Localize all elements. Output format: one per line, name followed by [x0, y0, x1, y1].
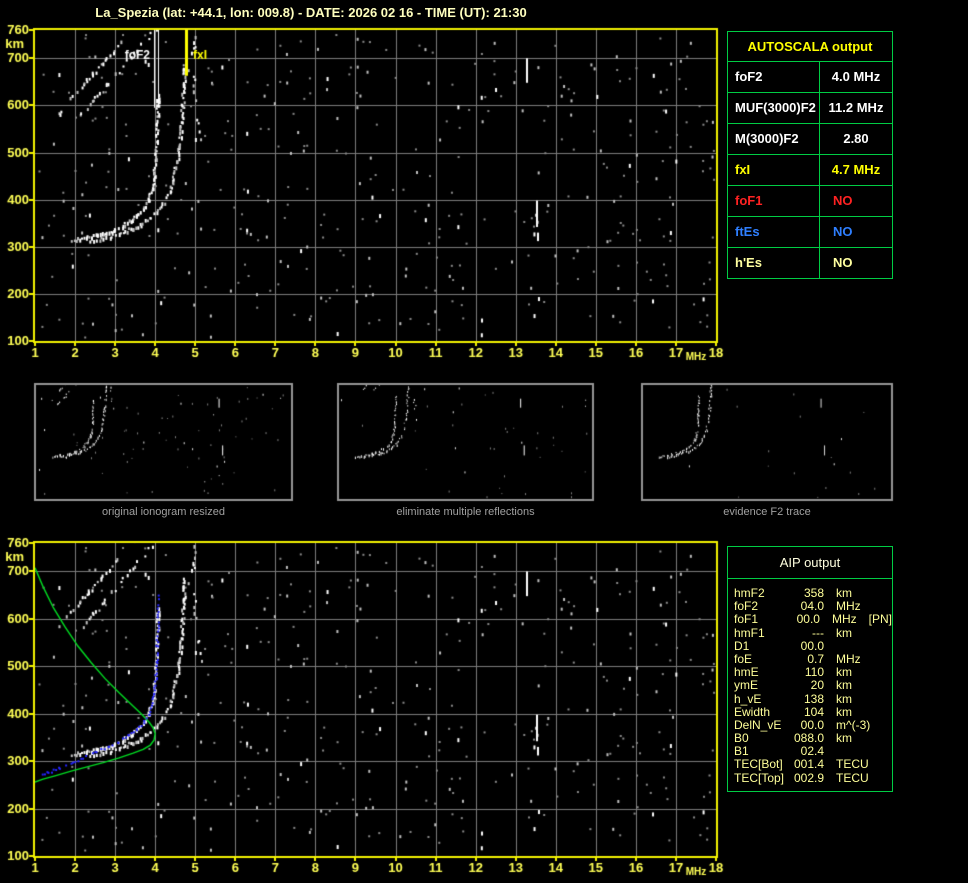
autoscala-table-header: AUTOSCALA output [728, 32, 892, 62]
autoscala-row-value: NO [833, 255, 853, 270]
aip-row-value: 20 [810, 678, 824, 693]
autoscala-row-label: MUF(3000)F2 [728, 93, 820, 123]
autoscala-row-value: 11.2 MHz [828, 100, 884, 115]
aip-row-value: 00.0 [800, 638, 824, 653]
aip-row-unit: MHz [836, 599, 861, 614]
aip-row-label: TEC[Top] [734, 770, 785, 785]
aip-row-label: hmF1 [734, 625, 765, 640]
aip-row-label: DelN_vE [734, 717, 782, 732]
aip-row-value: 358 [803, 586, 824, 600]
autoscala-row: foF1 NO [728, 186, 892, 217]
aip-row: hmF2 358 km [734, 586, 892, 600]
autoscala-row-label: h'Es [728, 248, 820, 278]
thumbnail-caption-evidence: evidence F2 trace [723, 506, 811, 518]
aip-row: D1 00.0 [734, 638, 892, 653]
aip-rows: hmF2 358 km foF2 04.0 MHz foF1 00.0 MHz [PN] hmF1 -… [728, 579, 892, 785]
page-title: La_Spezia (lat: +44.1, lon: 009.8) - DAT… [95, 5, 527, 20]
aip-row: B0 088.0 km [734, 731, 892, 746]
aip-row-unit: km [836, 625, 852, 640]
aip-row-label: foE [734, 651, 753, 666]
aip-row-extra: [PN] [868, 612, 892, 627]
aip-row-value: 0.7 [807, 651, 824, 666]
thumbnail-original-ionogram [35, 384, 292, 500]
aip-row-value: 002.9 [793, 770, 824, 785]
aip-row-unit: m^(-3) [836, 717, 871, 732]
autoscala-row-value: NO [833, 193, 853, 208]
aip-row-value: 110 [804, 665, 824, 680]
autoscala-row: fxI 4.7 MHz [728, 155, 892, 186]
aip-row-value: 104 [803, 704, 824, 719]
aip-row: B1 02.4 [734, 745, 892, 758]
aip-row-label: ymE [734, 678, 758, 693]
autoscala-row-value: 4.7 MHz [831, 162, 881, 177]
aip-row: TEC[Top] 002.9 TECU [734, 770, 892, 785]
aip-row-value: 00.0 [796, 612, 820, 627]
thumbnail-eliminate-reflections [338, 384, 593, 500]
aip-row-unit: km [836, 731, 852, 746]
aip-row: TEC[Bot] 001.4 TECU [734, 758, 892, 771]
aip-row-unit: km [836, 586, 852, 600]
aip-row: ymE 20 km [734, 679, 892, 692]
autoscala-row-label: foF2 [728, 62, 820, 92]
autoscala-row-value: NO [833, 224, 853, 239]
aip-row-label: foF2 [734, 599, 759, 614]
autoscala-rows: foF2 4.0 MHz MUF(3000)F2 11.2 MHz M(3000)F2 2… [728, 62, 892, 278]
aip-row-unit: km [836, 691, 852, 706]
aip-row-unit: km [836, 704, 852, 719]
aip-row-label: Ewidth [734, 704, 771, 719]
aip-row-unit: km [836, 665, 852, 680]
aip-row-value: 04.0 [800, 599, 824, 614]
aip-row-unit: TECU [836, 770, 869, 785]
aip-row: hmE 110 km [734, 666, 892, 679]
aip-table: AIP output hmF2 358 km foF2 04.0 MHz foF1 00.0 M… [727, 546, 893, 792]
aip-row-value: --- [812, 625, 824, 640]
aip-row: foF1 00.0 MHz [PN] [734, 613, 892, 626]
aip-row: DelN_vE 00.0 m^(-3) [734, 717, 892, 732]
autoscala-table: AUTOSCALA output foF2 4.0 MHz MUF(3000)F2 1… [727, 31, 893, 279]
aip-row: Ewidth 104 km [734, 704, 892, 719]
aip-row-label: h_vE [734, 691, 762, 706]
autoscala-row-value: 4.0 MHz [831, 69, 881, 84]
autoscala-row: foF2 4.0 MHz [728, 62, 892, 93]
thumbnail-caption-original: original ionogram resized [102, 506, 225, 518]
aip-row-label: hmE [734, 665, 759, 680]
aip-row-value: 02.4 [800, 744, 824, 759]
aip-row: h_vE 138 km [734, 691, 892, 706]
aip-row: hmF1 --- km [734, 625, 892, 640]
autoscala-row: M(3000)F2 2.80 [728, 124, 892, 155]
aip-row-value: 138 [803, 691, 824, 706]
aip-row-label: B1 [734, 744, 749, 759]
aip-row-unit: MHz [836, 651, 861, 666]
aip-row-unit: TECU [836, 757, 869, 772]
autoscala-row: MUF(3000)F2 11.2 MHz [728, 93, 892, 124]
aip-row-label: D1 [734, 638, 750, 653]
aip-row-unit: km [836, 678, 852, 693]
thumbnail-caption-eliminate: eliminate multiple reflections [396, 506, 535, 518]
aip-row-label: B0 [734, 731, 749, 746]
aip-row: foF2 04.0 MHz [734, 600, 892, 613]
autoscala-row: h'Es NO [728, 248, 892, 278]
aip-row-value: 00.0 [800, 717, 824, 732]
aip-row-label: foF1 [734, 612, 759, 627]
aip-row-label: hmF2 [734, 586, 765, 600]
aip-table-header: AIP output [728, 547, 892, 579]
aip-row-unit: MHz [831, 612, 857, 627]
thumbnail-evidence-f2-trace [642, 384, 892, 500]
autoscala-row-label: foF1 [728, 186, 820, 216]
autoscala-row-label: M(3000)F2 [728, 124, 820, 154]
autoscala-row-label: fxI [728, 155, 820, 185]
aip-row-value: 001.4 [793, 757, 824, 772]
autoscala-row-value: 2.80 [843, 131, 869, 146]
autoscala-row-label: ftEs [728, 217, 820, 247]
autoscala-row: ftEs NO [728, 217, 892, 248]
aip-row-label: TEC[Bot] [734, 757, 783, 772]
aip-row: foE 0.7 MHz [734, 651, 892, 666]
aip-row-value: 088.0 [793, 731, 824, 746]
